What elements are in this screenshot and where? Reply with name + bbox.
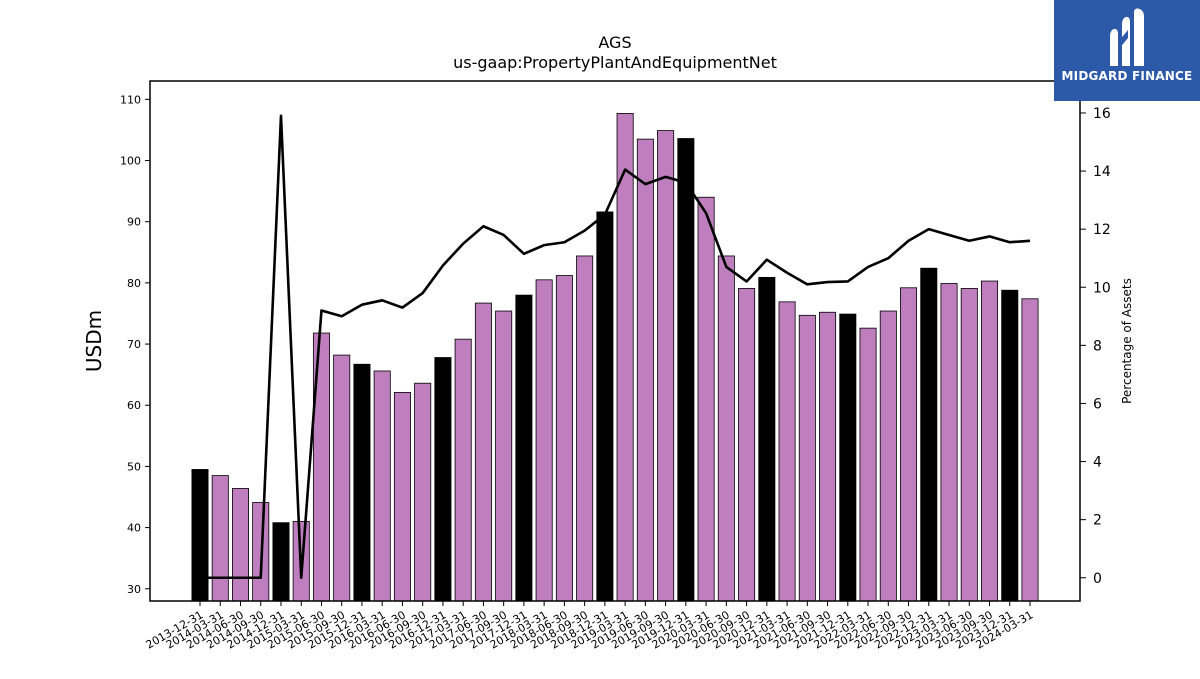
bar-2024-03-31 xyxy=(1021,298,1039,602)
y2-tick-label: 16 xyxy=(1093,106,1111,122)
chart-title: AGS xyxy=(598,33,631,52)
bar-2014-06-30 xyxy=(231,488,249,602)
bar-2013-12-31 xyxy=(191,469,209,602)
left-axis: 30 40 50 60 70 80 90 100 110 xyxy=(120,93,150,596)
bar-2016-03-31 xyxy=(373,370,391,602)
y2-tick-label: 10 xyxy=(1093,280,1111,296)
y2-axis-label: Percentage of Assets xyxy=(1120,278,1134,404)
bar-2019-09-30 xyxy=(657,130,675,602)
y-tick-label: 70 xyxy=(127,338,141,351)
y-tick-label: 30 xyxy=(127,583,141,596)
bar-2020-03-31 xyxy=(697,196,715,602)
bar-2020-09-30 xyxy=(738,287,756,602)
percentage-of-assets-line xyxy=(200,114,1031,580)
y2-tick-label: 8 xyxy=(1093,338,1102,354)
bar-2022-03-31 xyxy=(859,327,877,602)
bar-2020-06-30 xyxy=(717,255,735,602)
bar-2022-06-30 xyxy=(879,310,897,602)
bar-2023-09-30 xyxy=(981,280,999,602)
bar-2021-03-31 xyxy=(778,301,796,602)
bar-2023-03-31 xyxy=(940,283,958,602)
brand-logo-box: MIDGARD FINANCE xyxy=(1054,0,1200,101)
y-tick-label: 60 xyxy=(127,399,141,412)
bar-2017-06-30 xyxy=(474,302,492,602)
bar-2019-03-31 xyxy=(616,113,634,602)
y-tick-label: 40 xyxy=(127,522,141,535)
bar-2018-09-30 xyxy=(576,255,594,602)
bar-2022-09-30 xyxy=(900,287,918,602)
bar-2022-12-31 xyxy=(920,267,938,602)
y-tick-label: 80 xyxy=(127,277,141,290)
y2-tick-label: 6 xyxy=(1093,396,1102,412)
bar-2023-06-30 xyxy=(960,287,978,602)
bar-2019-12-31 xyxy=(677,138,695,602)
bar-2020-12-31 xyxy=(758,276,776,602)
brand-name: MIDGARD FINANCE xyxy=(1061,69,1193,83)
bar-2015-09-30 xyxy=(333,354,351,602)
y-tick-label: 110 xyxy=(120,93,141,106)
y2-tick-label: 2 xyxy=(1093,513,1102,529)
y2-tick-label: 0 xyxy=(1093,571,1102,587)
bar-2021-09-30 xyxy=(819,311,837,602)
y2-tick-label: 4 xyxy=(1093,455,1102,471)
bar-2015-12-31 xyxy=(353,363,371,602)
bar-2017-09-30 xyxy=(495,310,513,602)
bar-2016-12-31 xyxy=(434,357,452,602)
bar-2017-12-31 xyxy=(515,294,533,602)
y-tick-label: 100 xyxy=(120,155,141,168)
bars-layer xyxy=(191,113,1039,602)
y2-tick-label: 12 xyxy=(1093,222,1111,238)
right-axis: 0 2 4 6 8 10 12 14 16 xyxy=(1080,106,1111,587)
y2-tick-label: 14 xyxy=(1093,164,1111,180)
bar-2016-06-30 xyxy=(393,391,411,602)
bar-2018-03-31 xyxy=(535,279,553,602)
bar-2018-06-30 xyxy=(555,275,573,602)
x-axis: 2013-12-312014-03-312014-06-302014-09-30… xyxy=(144,601,1036,652)
y-tick-label: 50 xyxy=(127,460,141,473)
line-layer xyxy=(200,114,1031,580)
bar-2019-06-30 xyxy=(636,138,654,602)
midgard-logo-icon xyxy=(1110,8,1144,66)
y-axis-label: USDm xyxy=(82,310,106,372)
bar-2014-12-31 xyxy=(272,522,290,602)
bar-2014-03-31 xyxy=(211,475,229,602)
bar-2016-09-30 xyxy=(414,382,432,602)
plot-frame xyxy=(149,80,1081,602)
bar-2018-12-31 xyxy=(596,211,614,602)
bar-2021-06-30 xyxy=(798,314,816,602)
chart-subtitle: us-gaap:PropertyPlantAndEquipmentNet xyxy=(453,53,777,72)
bar-2017-03-31 xyxy=(454,338,472,602)
bar-2023-12-31 xyxy=(1001,289,1019,602)
bar-2021-12-31 xyxy=(839,313,857,602)
y-tick-label: 90 xyxy=(127,216,141,229)
